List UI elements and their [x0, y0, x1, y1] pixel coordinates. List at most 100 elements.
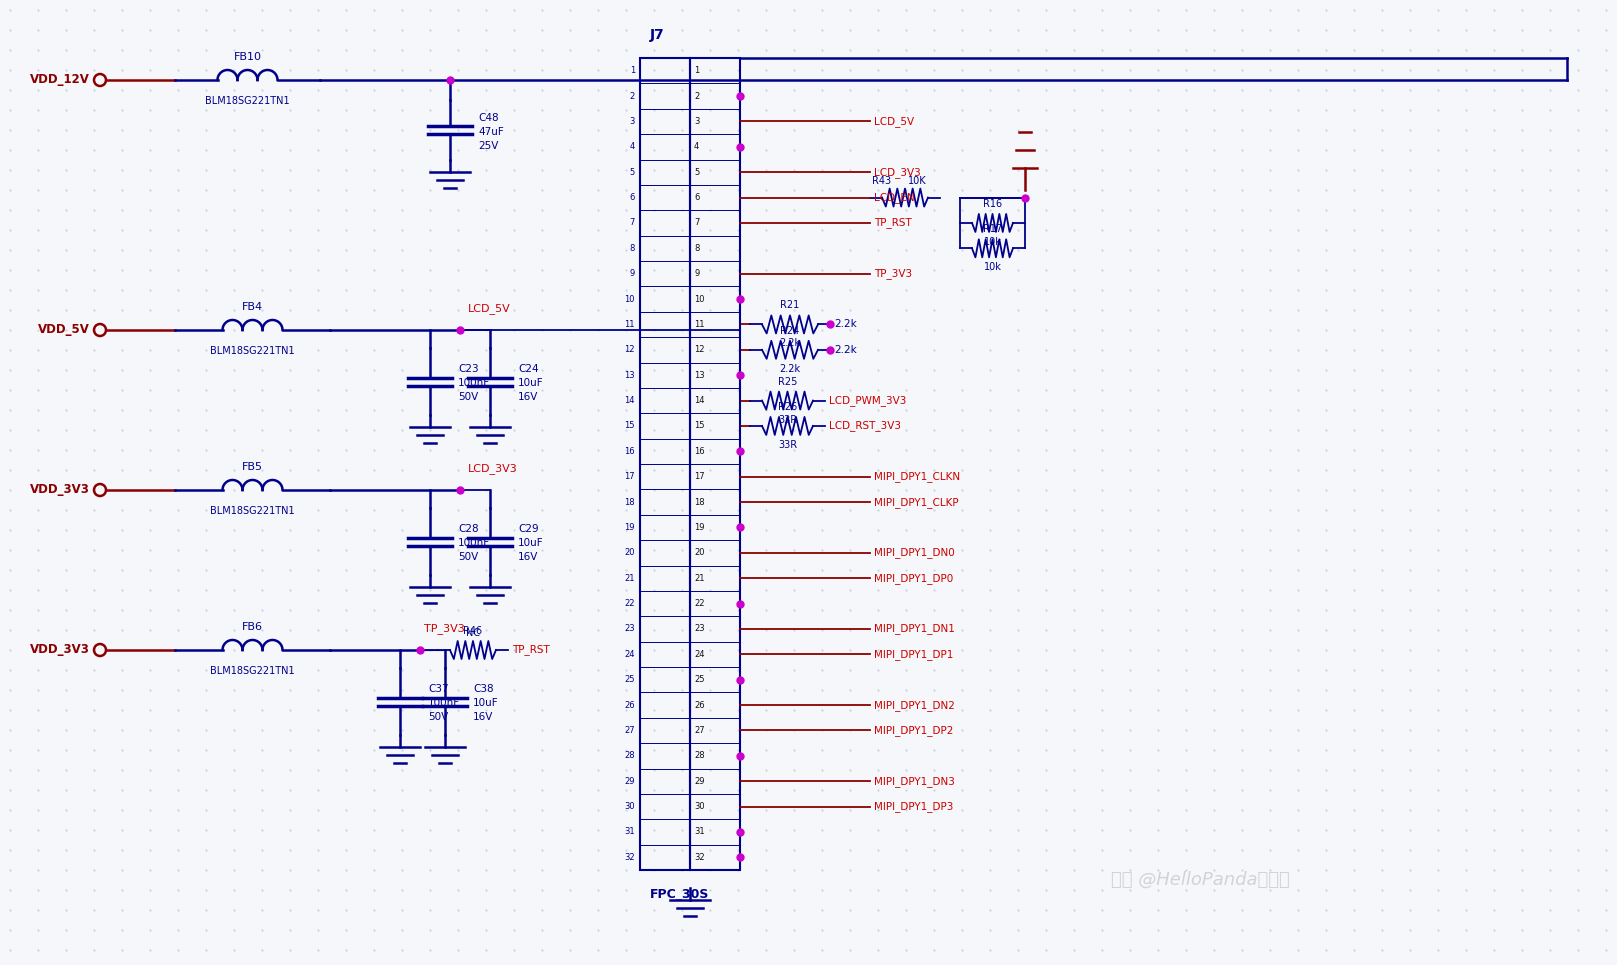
Text: 47uF: 47uF: [479, 127, 505, 137]
Text: 30: 30: [694, 802, 705, 811]
Text: MIPI_DPY1_CLKP: MIPI_DPY1_CLKP: [875, 497, 959, 508]
Text: MIPI_DPY1_DP2: MIPI_DPY1_DP2: [875, 725, 954, 736]
Text: 13: 13: [694, 371, 705, 379]
Text: 24: 24: [694, 649, 705, 659]
Text: BLM18SG221TN1: BLM18SG221TN1: [210, 506, 294, 516]
Text: 1: 1: [694, 67, 699, 75]
Text: C29: C29: [517, 525, 538, 535]
Text: 1: 1: [629, 67, 635, 75]
Text: 6: 6: [629, 193, 635, 202]
Text: 15: 15: [624, 422, 635, 430]
Text: 9: 9: [629, 269, 635, 278]
Text: LCD_5V: LCD_5V: [875, 116, 914, 126]
Text: 3: 3: [629, 117, 635, 126]
Text: 30: 30: [624, 802, 635, 811]
Text: 29: 29: [624, 777, 635, 786]
Text: R17: R17: [983, 224, 1003, 234]
Text: MIPI_DPY1_DN1: MIPI_DPY1_DN1: [875, 623, 956, 634]
Text: 16V: 16V: [517, 553, 538, 563]
Text: LCD_RST_3V3: LCD_RST_3V3: [830, 421, 901, 431]
Text: 50V: 50V: [429, 712, 448, 723]
Text: C23: C23: [458, 365, 479, 374]
Text: 6: 6: [694, 193, 700, 202]
Text: 知乎 @HelloPanda熊猫君: 知乎 @HelloPanda熊猫君: [1111, 871, 1289, 889]
Text: LCD_EN: LCD_EN: [875, 192, 915, 203]
Text: 20: 20: [624, 548, 635, 558]
Text: FB6: FB6: [243, 622, 264, 632]
Text: 12: 12: [624, 345, 635, 354]
Text: 26: 26: [694, 701, 705, 709]
Text: 31: 31: [694, 827, 705, 837]
Text: FPC_30S: FPC_30S: [650, 888, 710, 901]
Text: 21: 21: [624, 573, 635, 583]
Text: 22: 22: [624, 599, 635, 608]
Text: 16: 16: [624, 447, 635, 455]
Text: R16: R16: [983, 199, 1003, 209]
Text: 3: 3: [694, 117, 700, 126]
Text: MIPI_DPY1_DN3: MIPI_DPY1_DN3: [875, 776, 956, 786]
Text: 28: 28: [624, 752, 635, 760]
Text: 27: 27: [694, 726, 705, 735]
Text: R21: R21: [781, 300, 800, 311]
Text: C38: C38: [474, 684, 493, 695]
Text: J7: J7: [650, 28, 665, 42]
Text: TP_RST: TP_RST: [875, 217, 912, 229]
Text: TP_RST: TP_RST: [513, 645, 550, 655]
Text: BLM18SG221TN1: BLM18SG221TN1: [205, 96, 289, 106]
Text: 4: 4: [629, 142, 635, 152]
Text: VDD_12V: VDD_12V: [31, 73, 91, 87]
Text: R26: R26: [778, 402, 797, 412]
Text: NC: NC: [466, 628, 480, 638]
Text: 10: 10: [624, 294, 635, 304]
Text: MIPI_DPY1_DP0: MIPI_DPY1_DP0: [875, 573, 954, 584]
Text: 17: 17: [694, 472, 705, 482]
Text: 25V: 25V: [479, 141, 498, 151]
Text: 9: 9: [694, 269, 699, 278]
Text: R25: R25: [778, 376, 797, 387]
Text: BLM18SG221TN1: BLM18SG221TN1: [210, 666, 294, 676]
Text: 10K: 10K: [909, 176, 927, 185]
Text: C24: C24: [517, 365, 538, 374]
Text: VDD_3V3: VDD_3V3: [31, 483, 91, 497]
Text: 15: 15: [694, 422, 705, 430]
Text: 10uF: 10uF: [517, 378, 543, 389]
Text: 19: 19: [624, 523, 635, 532]
Text: TP_3V3: TP_3V3: [424, 623, 464, 634]
Text: 23: 23: [624, 624, 635, 633]
Text: R43: R43: [872, 176, 891, 185]
Text: 7: 7: [629, 218, 635, 228]
Text: 16V: 16V: [517, 393, 538, 402]
Text: 11: 11: [694, 320, 705, 329]
Text: 8: 8: [694, 244, 700, 253]
Text: 33R: 33R: [778, 415, 797, 425]
Text: 2.2k: 2.2k: [834, 345, 857, 355]
Text: MIPI_DPY1_DP1: MIPI_DPY1_DP1: [875, 648, 954, 660]
Text: 100nF: 100nF: [458, 538, 490, 548]
Text: 2.2k: 2.2k: [779, 364, 800, 373]
Text: MIPI_DPY1_DN0: MIPI_DPY1_DN0: [875, 547, 954, 559]
Text: 4: 4: [694, 142, 699, 152]
Text: 18: 18: [624, 498, 635, 507]
Text: TP_3V3: TP_3V3: [875, 268, 912, 279]
Text: 50V: 50V: [458, 393, 479, 402]
Text: 21: 21: [694, 573, 705, 583]
Text: 100nF: 100nF: [429, 699, 461, 708]
Text: 16: 16: [694, 447, 705, 455]
Text: 31: 31: [624, 827, 635, 837]
Text: R46: R46: [464, 626, 482, 636]
Text: 5: 5: [694, 168, 699, 177]
Text: 27: 27: [624, 726, 635, 735]
Text: 32: 32: [624, 853, 635, 862]
Text: 24: 24: [624, 649, 635, 659]
Text: 14: 14: [624, 396, 635, 405]
Text: 32: 32: [694, 853, 705, 862]
Text: 19: 19: [694, 523, 705, 532]
Text: 23: 23: [694, 624, 705, 633]
Text: 50V: 50V: [458, 553, 479, 563]
Text: 20: 20: [694, 548, 705, 558]
Text: 2: 2: [629, 92, 635, 100]
Text: 29: 29: [694, 777, 705, 786]
Text: 2.2k: 2.2k: [779, 339, 800, 348]
Text: FB5: FB5: [243, 462, 264, 472]
Text: R24: R24: [781, 326, 800, 336]
